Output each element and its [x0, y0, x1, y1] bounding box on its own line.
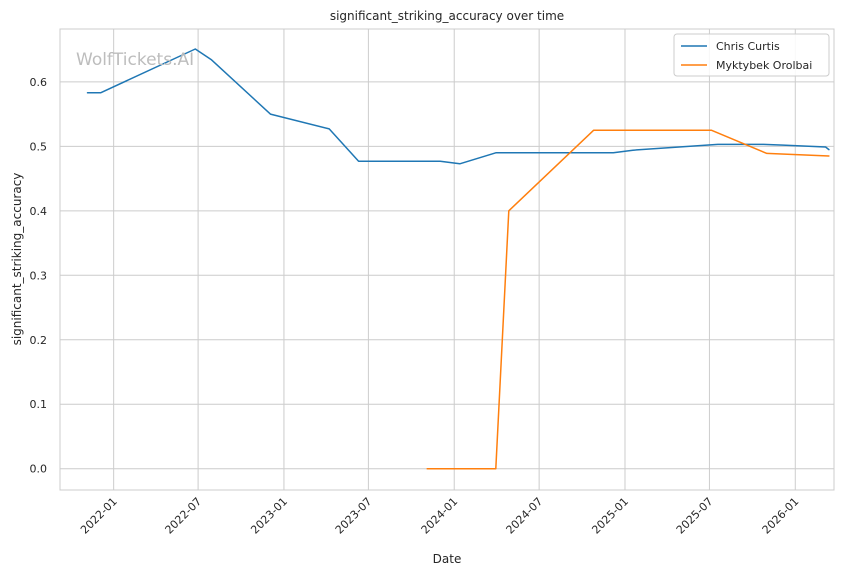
legend-box	[673, 33, 830, 77]
legend-label: Myktybek Orolbai	[716, 59, 812, 72]
watermark-text: WolfTickets.AI	[76, 50, 194, 70]
series-lines	[86, 48, 830, 470]
y-axis-label: significant_striking_accuracy	[10, 173, 24, 346]
y-tick-label: 0.5	[30, 140, 48, 153]
y-tick-label: 0.1	[30, 398, 48, 411]
chart-title: significant_striking_accuracy over time	[330, 9, 564, 23]
y-tick-label: 0.0	[30, 463, 48, 476]
y-tick-label: 0.4	[30, 205, 48, 218]
y-axis-ticks: 0.0 0.1 0.2 0.3 0.4 0.5 0.6	[30, 76, 48, 476]
y-tick-label: 0.3	[30, 269, 48, 282]
plot-frame	[59, 28, 835, 491]
y-tick-label: 0.2	[30, 334, 48, 347]
plot-area: WolfTickets.AI	[59, 28, 835, 491]
legend: Chris Curtis Myktybek Orolbai	[673, 33, 830, 77]
series-line-chris-curtis	[86, 48, 830, 165]
y-tick-label: 0.6	[30, 76, 48, 89]
x-axis-label: Date	[433, 552, 462, 566]
legend-label: Chris Curtis	[716, 40, 780, 53]
series-line-myktybek-orolbai	[426, 129, 830, 470]
